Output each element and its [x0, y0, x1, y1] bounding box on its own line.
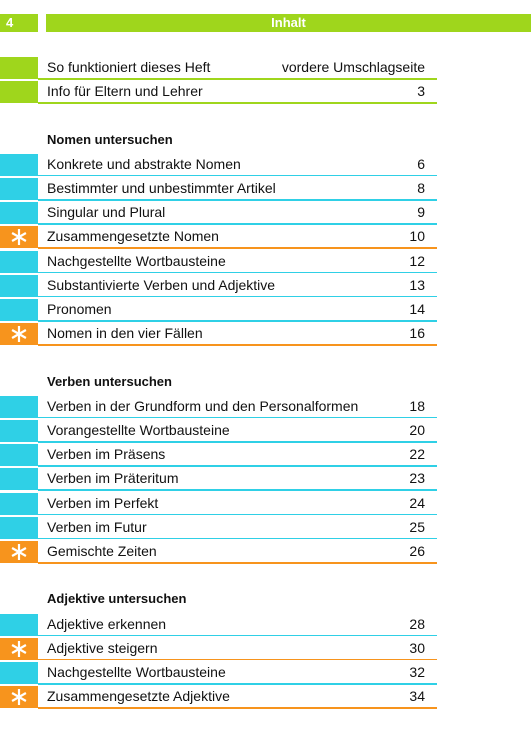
tab	[0, 274, 38, 297]
tab	[0, 81, 38, 104]
section-title: Verben untersuchen	[47, 373, 172, 389]
underline	[38, 562, 437, 564]
tab	[0, 299, 38, 321]
tab	[0, 468, 38, 491]
underline	[38, 634, 437, 637]
entry-page: 32	[409, 664, 425, 680]
entry-page: 9	[417, 204, 425, 221]
entry-page: 12	[409, 252, 425, 269]
entry-title: Verben im Präsens	[47, 446, 166, 463]
underline	[38, 78, 437, 80]
entry-title: Gemischte Zeiten	[47, 543, 157, 559]
entry-title: Verben in der Grundform und den Personal…	[47, 397, 359, 414]
underline	[38, 271, 437, 274]
entry-title: Verben im Futur	[47, 518, 147, 535]
header-title: Inhalt	[46, 14, 531, 32]
tab	[0, 662, 38, 684]
underline	[38, 441, 437, 443]
entry-title: Pronomen	[47, 301, 112, 317]
entry-title: Bestimmter und unbestimmter Artikel	[47, 180, 276, 196]
star-icon	[11, 326, 27, 343]
entry-title: Nomen in den vier Fällen	[47, 325, 203, 342]
tab	[0, 178, 38, 200]
tab	[0, 516, 38, 539]
section-title: Nomen untersuchen	[47, 131, 173, 147]
entry-page: 23	[409, 470, 425, 487]
underline	[38, 707, 437, 709]
entry-page: 3	[417, 83, 425, 100]
tab	[0, 444, 38, 467]
entry-page: 30	[409, 639, 425, 656]
tab	[0, 492, 38, 515]
underline	[38, 320, 437, 322]
entry-title: Verben im Präteritum	[47, 470, 179, 487]
star-icon	[11, 544, 27, 560]
tab	[0, 395, 38, 418]
entry-page: 18	[409, 397, 425, 414]
entry-title: Vorangestellte Wortbausteine	[47, 422, 230, 438]
entry-title: Adjektive steigern	[47, 639, 158, 656]
entry-page: 13	[409, 276, 425, 293]
entry-title: Singular und Plural	[47, 204, 166, 221]
entry-page: 6	[417, 155, 425, 172]
entry-page: 22	[409, 446, 425, 463]
tab	[0, 613, 38, 636]
entry-page: 16	[409, 325, 425, 342]
underline	[38, 489, 437, 491]
entry-title: Adjektive erkennen	[47, 615, 167, 632]
tab	[0, 250, 38, 273]
entry-page: 20	[409, 422, 425, 438]
underline	[38, 199, 437, 201]
underline	[38, 537, 437, 540]
entry-title: Info für Eltern und Lehrer	[47, 83, 203, 100]
underline	[38, 513, 437, 516]
underline	[38, 247, 437, 249]
star-icon	[11, 689, 27, 706]
underline	[38, 416, 437, 419]
entry-page: 26	[409, 543, 425, 559]
entry-title: Konkrete und abstrakte Nomen	[47, 155, 241, 172]
tab	[0, 202, 38, 225]
underline	[38, 102, 437, 104]
tab	[0, 420, 38, 442]
entry-title: Verben im Perfekt	[47, 494, 159, 511]
entry-title: Nachgestellte Wortbausteine	[47, 664, 226, 680]
entry-title: So funktioniert dieses Heft	[47, 59, 211, 75]
underline	[38, 465, 437, 467]
entry-page: vordere Umschlagseite	[281, 59, 425, 75]
entry-page: 25	[409, 518, 425, 535]
section-title: Adjektive untersuchen	[47, 591, 187, 607]
entry-page: 10	[409, 228, 425, 245]
underline	[38, 344, 437, 346]
tab	[0, 153, 38, 176]
entry-page: 28	[409, 615, 425, 632]
entry-page: 24	[409, 494, 425, 511]
underline	[38, 174, 437, 177]
underline	[38, 295, 437, 298]
star-icon	[11, 229, 27, 246]
page-number: 4	[0, 14, 38, 32]
entry-title: Zusammengesetzte Adjektive	[47, 688, 230, 705]
entry-title: Zusammengesetzte Nomen	[47, 228, 219, 245]
tab	[0, 57, 38, 79]
star-icon	[11, 640, 27, 657]
underline	[38, 658, 437, 661]
entry-title: Nachgestellte Wortbausteine	[47, 252, 226, 269]
entry-page: 14	[409, 301, 425, 317]
underline	[38, 223, 437, 225]
underline	[38, 683, 437, 685]
entry-page: 8	[417, 180, 425, 196]
entry-title: Substantivierte Verben und Adjektive	[47, 276, 276, 293]
entry-page: 34	[409, 688, 425, 705]
